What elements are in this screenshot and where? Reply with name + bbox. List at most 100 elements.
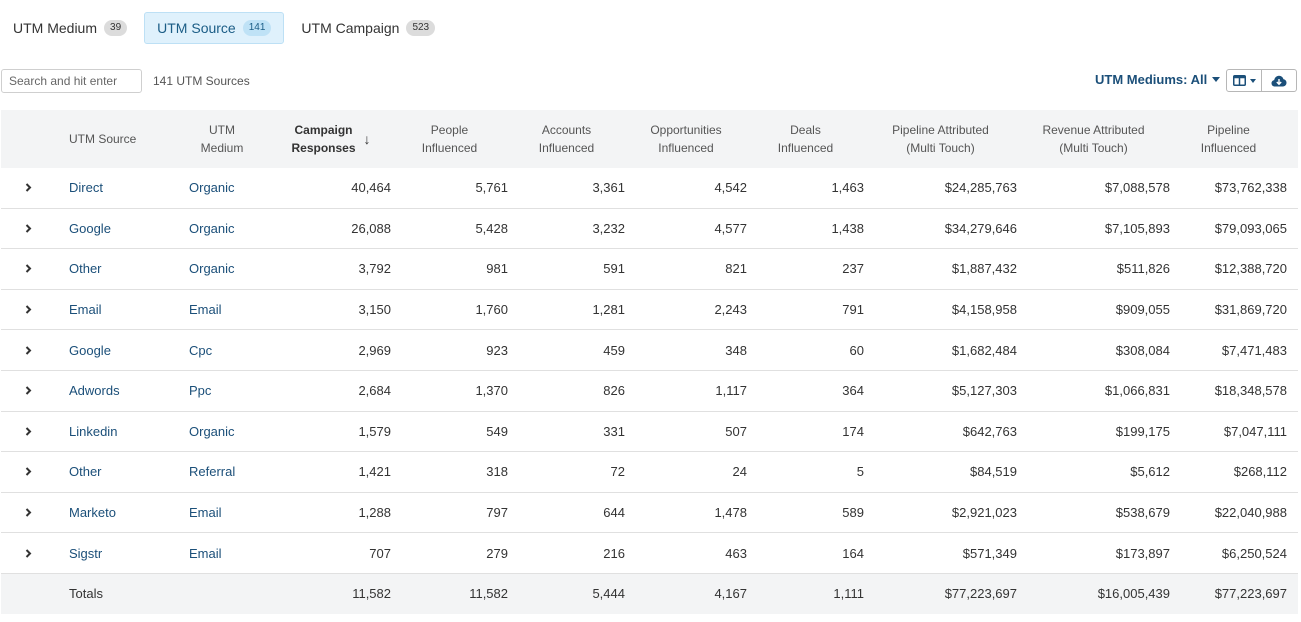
cell-accounts-influenced: 3,361 [592, 180, 625, 196]
column-header-pipeline-attributed[interactable]: Pipeline Attributed (Multi Touch) [892, 123, 989, 155]
utm-source-link[interactable]: Adwords [69, 383, 120, 399]
expand-row-button[interactable] [1, 168, 55, 208]
chevron-right-icon [25, 183, 31, 193]
chevron-right-icon [25, 386, 31, 395]
utm-medium-link[interactable]: Organic [189, 220, 235, 236]
cell-deals-influenced: 5 [856, 464, 864, 480]
utm-source-link[interactable]: Other [69, 464, 102, 480]
cell-people-influenced: 1,760 [475, 302, 508, 318]
cell-opportunities-influenced: 2,243 [714, 302, 747, 318]
column-header-revenue-attributed[interactable]: Revenue Attributed (Multi Touch) [1042, 123, 1145, 155]
column-header-utm-medium[interactable]: UTM Medium [200, 123, 244, 155]
totals-deals: 1,111 [833, 586, 864, 602]
tab-bar: UTM Medium 39 UTM Source 141 UTM Campaig… [0, 12, 452, 44]
cell-pipeline-influenced: $73,762,338 [1214, 180, 1287, 196]
totals-pipeline-influenced: $77,223,697 [1214, 586, 1287, 602]
utm-medium-link[interactable]: Organic [189, 261, 235, 277]
search-input[interactable] [1, 69, 142, 93]
cell-campaign-responses: 3,150 [358, 302, 391, 318]
tab-label: UTM Source [157, 20, 236, 36]
column-header-opportunities-influenced[interactable]: Opportunities Influenced [650, 123, 722, 155]
utm-source-link[interactable]: Direct [69, 180, 103, 196]
tab-utm-medium[interactable]: UTM Medium 39 [0, 12, 140, 44]
utm-source-link[interactable]: Marketo [69, 505, 116, 521]
utm-medium-link[interactable]: Email [189, 505, 222, 521]
column-header-pipeline-influenced[interactable]: Pipeline Influenced [1200, 123, 1257, 155]
expand-row-button[interactable] [1, 533, 55, 573]
cell-deals-influenced: 791 [842, 302, 864, 318]
utm-medium-link[interactable]: Organic [189, 423, 235, 439]
cell-people-influenced: 5,761 [475, 180, 508, 196]
table-row: Marketo Email 1,288 797 644 1,478 589 $2,921,02… [1, 493, 1298, 534]
table-row: Adwords Ppc 2,684 1,370 826 1,117 364 $5,127,30… [1, 371, 1298, 412]
expand-row-button[interactable] [1, 330, 55, 370]
cell-campaign-responses: 1,288 [358, 505, 391, 521]
cell-pipeline-influenced: $7,047,111 [1223, 423, 1287, 439]
tab-utm-campaign[interactable]: UTM Campaign 523 [288, 12, 448, 44]
cell-people-influenced: 279 [486, 545, 508, 561]
cell-accounts-influenced: 591 [603, 261, 625, 277]
columns-button[interactable] [1227, 70, 1262, 91]
expand-column-header [1, 110, 55, 168]
expand-row-button[interactable] [1, 290, 55, 330]
cell-people-influenced: 797 [486, 505, 508, 521]
cell-revenue-attributed: $1,066,831 [1104, 383, 1170, 399]
utm-source-link[interactable]: Other [69, 261, 102, 277]
expand-row-button[interactable] [1, 249, 55, 289]
download-button[interactable] [1262, 70, 1296, 91]
table-header: UTM Source UTM Medium Campaign Responses ↓… [1, 110, 1298, 168]
totals-people: 11,582 [469, 586, 508, 602]
utm-medium-link[interactable]: Email [189, 545, 222, 561]
columns-icon [1232, 75, 1246, 86]
utm-source-link[interactable]: Email [69, 302, 102, 318]
totals-responses: 11,582 [352, 586, 391, 602]
column-header-campaign-responses[interactable]: Campaign Responses ↓ [291, 123, 371, 155]
totals-revenue-attributed: $16,005,439 [1097, 586, 1170, 602]
cell-deals-influenced: 1,463 [831, 180, 864, 196]
expand-row-button[interactable] [1, 371, 55, 411]
column-header-people-influenced[interactable]: People Influenced [421, 123, 478, 155]
expand-row-button[interactable] [1, 412, 55, 452]
utm-source-link[interactable]: Linkedin [69, 423, 118, 439]
utm-source-link[interactable]: Google [69, 342, 111, 358]
utm-medium-link[interactable]: Email [189, 302, 222, 318]
table-row: Google Organic 26,088 5,428 3,232 4,577 1,438 $… [1, 209, 1298, 250]
cell-revenue-attributed: $5,612 [1130, 464, 1170, 480]
cell-campaign-responses: 1,579 [358, 423, 391, 439]
cell-people-influenced: 981 [486, 261, 508, 277]
arrow-down-icon: ↓ [363, 131, 371, 147]
cell-pipeline-influenced: $12,388,720 [1214, 261, 1287, 277]
table-body: Direct Organic 40,464 5,761 3,361 4,542 1,463 $… [1, 168, 1298, 574]
cell-people-influenced: 549 [486, 423, 508, 439]
cell-campaign-responses: 3,792 [358, 261, 391, 277]
table-row: Direct Organic 40,464 5,761 3,361 4,542 1,463 $… [1, 168, 1298, 209]
cell-people-influenced: 923 [486, 342, 508, 358]
expand-row-button[interactable] [1, 452, 55, 492]
table-row: Linkedin Organic 1,579 549 331 507 174 $642,763… [1, 412, 1298, 453]
utm-medium-link[interactable]: Referral [189, 464, 236, 480]
expand-row-button[interactable] [1, 493, 55, 533]
column-header-utm-source[interactable]: UTM Source [69, 132, 137, 146]
chevron-right-icon [25, 305, 31, 314]
utm-source-link[interactable]: Google [69, 220, 111, 236]
cell-pipeline-attributed: $1,887,432 [951, 261, 1017, 277]
cell-opportunities-influenced: 1,117 [715, 383, 747, 399]
cell-pipeline-attributed: $24,285,763 [944, 180, 1017, 196]
tab-utm-source[interactable]: UTM Source 141 [144, 12, 285, 44]
utm-medium-link[interactable]: Cpc [189, 342, 213, 358]
expand-row-button[interactable] [1, 209, 55, 249]
utm-source-link[interactable]: Sigstr [69, 545, 103, 561]
cell-opportunities-influenced: 463 [725, 545, 747, 561]
cell-campaign-responses: 707 [369, 545, 391, 561]
cell-campaign-responses: 26,088 [351, 220, 391, 236]
column-header-accounts-influenced[interactable]: Accounts Influenced [538, 123, 595, 155]
column-header-deals-influenced[interactable]: Deals Influenced [777, 123, 834, 155]
utm-medium-link[interactable]: Organic [189, 180, 235, 196]
utm-medium-link[interactable]: Ppc [189, 383, 212, 399]
cell-opportunities-influenced: 507 [725, 423, 747, 439]
cell-accounts-influenced: 72 [610, 464, 625, 480]
caret-down-icon [1212, 77, 1221, 82]
totals-accounts: 5,444 [592, 586, 625, 602]
utm-mediums-filter-dropdown[interactable]: UTM Mediums: All [1095, 72, 1221, 87]
chevron-right-icon [25, 508, 31, 517]
